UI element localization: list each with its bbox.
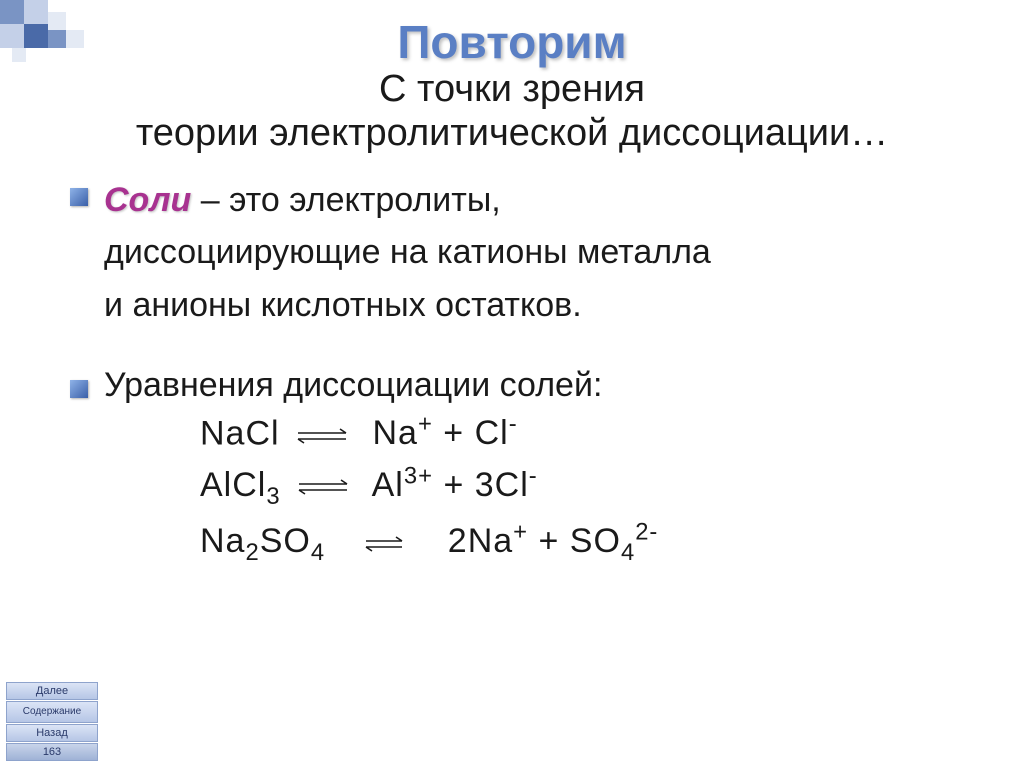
dash: –: [191, 181, 229, 219]
equation-2: AlCl3 Al3+ + 3Cl-: [200, 463, 974, 511]
eq1-lhs: NaCl: [200, 414, 280, 452]
contents-button[interactable]: Содержание: [6, 701, 98, 723]
nav-panel: Далее Содержание Назад 163: [6, 682, 98, 761]
bullet-icon: [70, 188, 88, 206]
equation-1: NaCl Na+ + Cl-: [200, 411, 974, 455]
def-rest3: и анионы кислотных остатков.: [104, 286, 582, 324]
corner-decoration: [0, 0, 120, 60]
next-button[interactable]: Далее: [6, 682, 98, 700]
eq3-rhs: 2Na+ + SO42-: [448, 522, 659, 560]
term-salts: Соли: [104, 181, 191, 219]
page-number: 163: [6, 743, 98, 761]
equations-heading: Уравнения диссоциации солей:: [104, 366, 602, 405]
double-arrow-icon: [297, 467, 357, 506]
equation-3: Na2SO4 2Na+ + SO42-: [200, 519, 974, 567]
eq2-rhs: Al3+ + 3Cl-: [372, 466, 538, 504]
double-arrow-icon: [296, 416, 356, 455]
eq2-lhs: AlCl3: [200, 466, 281, 504]
eq3-lhs: Na2SO4: [200, 522, 325, 560]
slide-subtitle: С точки зрения теории электролитической …: [0, 68, 1024, 155]
eq1-rhs: Na+ + Cl-: [372, 414, 517, 452]
slide-title: Повторим: [0, 0, 1024, 66]
definition-block: Соли – это электролиты, диссоциирующие н…: [70, 174, 974, 332]
subtitle-line1: С точки зрения: [379, 68, 645, 110]
subtitle-line2: теории электролитической диссоциации…: [136, 112, 888, 154]
equilibrium-arrow-icon: [362, 524, 410, 563]
bullet-icon: [70, 380, 88, 398]
equations-heading-row: Уравнения диссоциации солей:: [70, 366, 974, 405]
back-button[interactable]: Назад: [6, 724, 98, 742]
def-rest1: это электролиты,: [229, 181, 501, 219]
def-rest2: диссоциирующие на катионы металла: [104, 233, 711, 271]
